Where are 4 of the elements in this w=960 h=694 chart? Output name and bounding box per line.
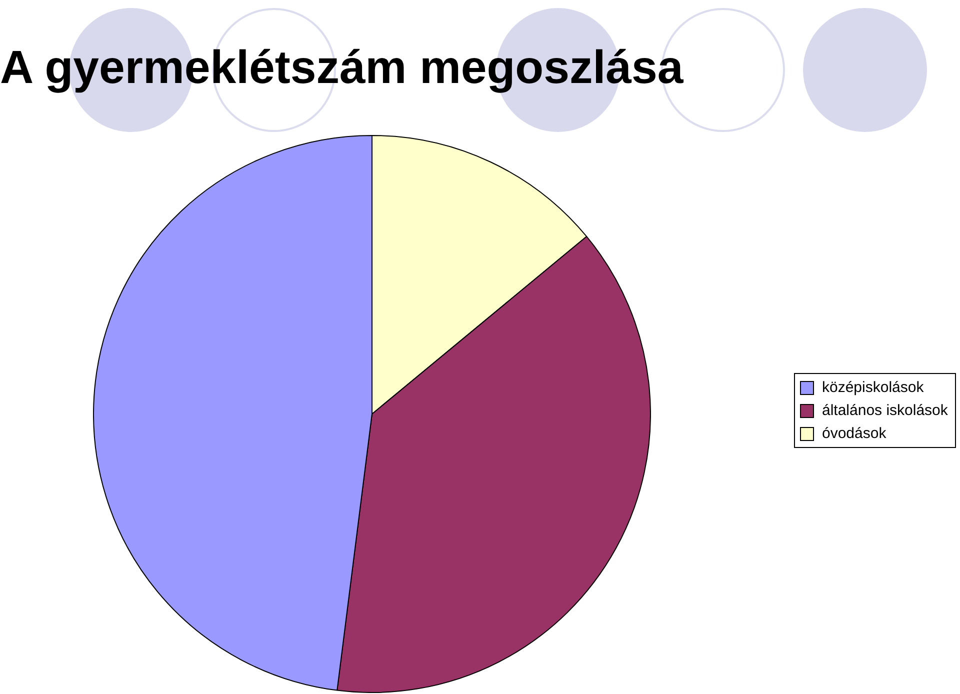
legend-label: általános iskolások [822,401,948,421]
legend-label: középiskolások [822,378,924,398]
legend-label: óvodások [822,424,886,444]
chart-title: A gyermeklétszám megoszlása [0,40,684,94]
